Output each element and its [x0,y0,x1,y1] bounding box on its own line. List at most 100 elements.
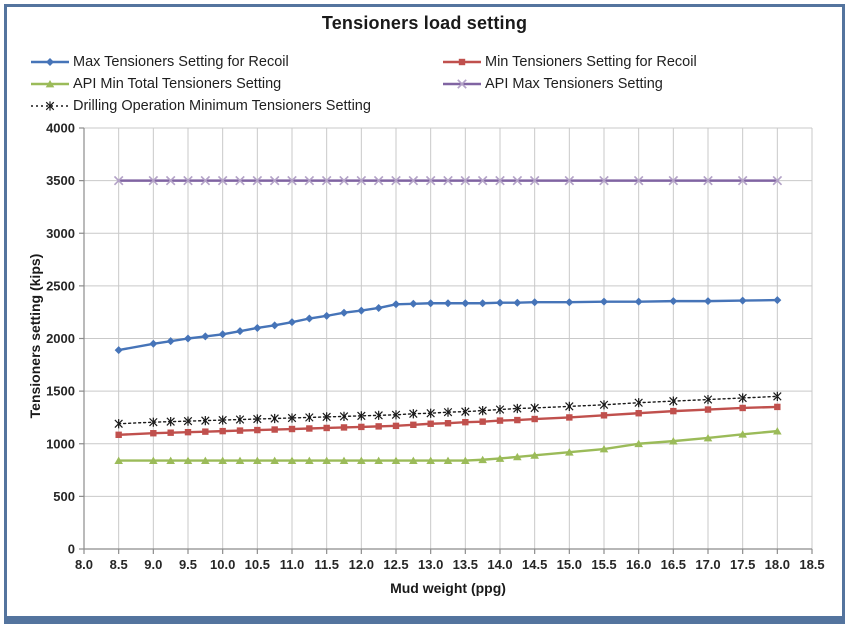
series-marker-square [375,423,382,430]
series-marker-triangle [166,456,175,464]
series-marker-star-x [339,411,349,421]
x-tick-label: 17.0 [695,557,720,572]
series-marker-star-x [270,413,279,424]
y-tick-label: 3500 [46,173,75,188]
series-marker-star-x [149,417,158,427]
series-marker-square [115,431,122,439]
y-tick-label: 3000 [46,226,75,241]
legend-item: Min Tensioners Setting for Recoil [442,52,697,72]
series-marker-square [427,420,434,427]
series-marker-x [113,175,124,186]
series-marker-square [444,420,452,427]
legend-marker-icon [31,58,69,66]
y-tick-label: 1500 [46,384,75,399]
series-marker-x [183,175,193,186]
legend-label: Drilling Operation Minimum Tensioners Se… [73,98,371,114]
x-tick-label: 12.5 [383,557,408,572]
series-marker-square [635,410,642,417]
legend-item: Max Tensioners Setting for Recoil [30,52,442,72]
y-tick-label: 4000 [46,121,75,136]
series-marker-x [217,175,228,186]
series-marker-x [443,175,453,186]
x-tick-label: 10.5 [245,557,270,572]
series-marker-x [408,175,419,186]
series-marker-diamond [669,297,678,306]
series-marker-square [271,426,278,433]
series-marker-square [219,427,226,435]
series-marker-star-x [166,417,175,427]
x-tick-label: 11.0 [280,557,305,572]
legend-label: API Min Total Tensioners Setting [73,76,282,92]
series-marker-square [462,418,469,426]
x-tick-label: 13.0 [418,557,443,572]
series-marker-x [564,175,575,186]
series-marker-x [200,175,211,186]
series-marker-x [287,175,297,186]
series-marker-x [512,175,523,186]
series-marker-star-x [357,411,366,421]
series-marker-square [531,415,538,423]
legend-label: Min Tensioners Setting for Recoil [485,54,697,70]
series-marker-triangle [703,433,713,442]
series-marker-diamond [253,323,262,332]
series-marker-x [252,175,263,186]
series-marker-x [339,175,349,186]
series-marker-triangle [201,456,210,464]
series-marker-diamond [340,308,348,317]
series-marker-triangle [513,452,522,461]
series-marker-square [600,412,608,419]
series-marker-diamond [322,311,331,320]
x-tick-label: 8.0 [75,557,93,572]
series-marker-square [323,424,330,432]
series-marker-triangle [478,455,487,464]
series-marker-triangle [374,456,383,464]
series-marker-triangle [270,456,279,464]
series-marker-diamond [392,300,400,309]
legend-marker-icon [443,58,481,66]
series-marker-triangle [495,454,505,462]
series-marker-square [704,406,712,413]
series-marker-triangle [409,456,418,464]
series-line [117,298,779,352]
x-axis-label: Mud weight (ppg) [390,580,506,596]
series-marker-triangle [357,456,366,464]
series-marker-diamond [236,327,244,336]
series-marker-diamond [461,299,470,308]
series-marker-star-x [218,415,227,425]
series-marker-star-x [287,413,297,423]
series-marker-diamond [565,298,574,307]
series-marker-star-x [703,394,713,405]
legend-label: Max Tensioners Setting for Recoil [73,54,289,70]
x-tick-label: 12.0 [349,557,374,572]
series-marker-star-x [253,414,262,424]
series-marker-diamond [357,306,366,315]
x-tick-label: 18.0 [765,557,790,572]
series-marker-diamond [738,296,747,305]
series-marker-diamond [530,298,539,307]
series-marker-diamond [305,314,314,323]
series-marker-x [477,175,488,186]
series-marker-diamond [704,297,712,306]
series-marker-triangle [235,456,245,464]
series-marker-star-x [305,412,314,423]
series-marker-x [460,175,471,186]
series-marker-diamond [409,299,418,308]
series-marker-square [202,428,209,435]
series-marker-square [774,403,781,411]
series-marker-star-x [426,408,435,418]
y-tick-label: 0 [68,542,75,557]
x-tick-label: 11.5 [314,557,339,572]
series-marker-triangle [183,456,193,464]
series-marker-triangle [773,427,782,435]
series-marker-star-x [738,393,747,403]
series-marker-diamond [201,332,210,341]
series-marker-x [703,175,713,186]
series-marker-triangle [45,80,55,88]
series-marker-square [458,58,466,66]
x-tick-label: 13.5 [453,557,478,572]
chart-frame [4,4,845,624]
series-marker-diamond [496,298,504,307]
x-tick-label: 10.0 [210,557,235,572]
x-tick-label: 8.5 [110,557,128,572]
series-marker-triangle [305,456,314,464]
